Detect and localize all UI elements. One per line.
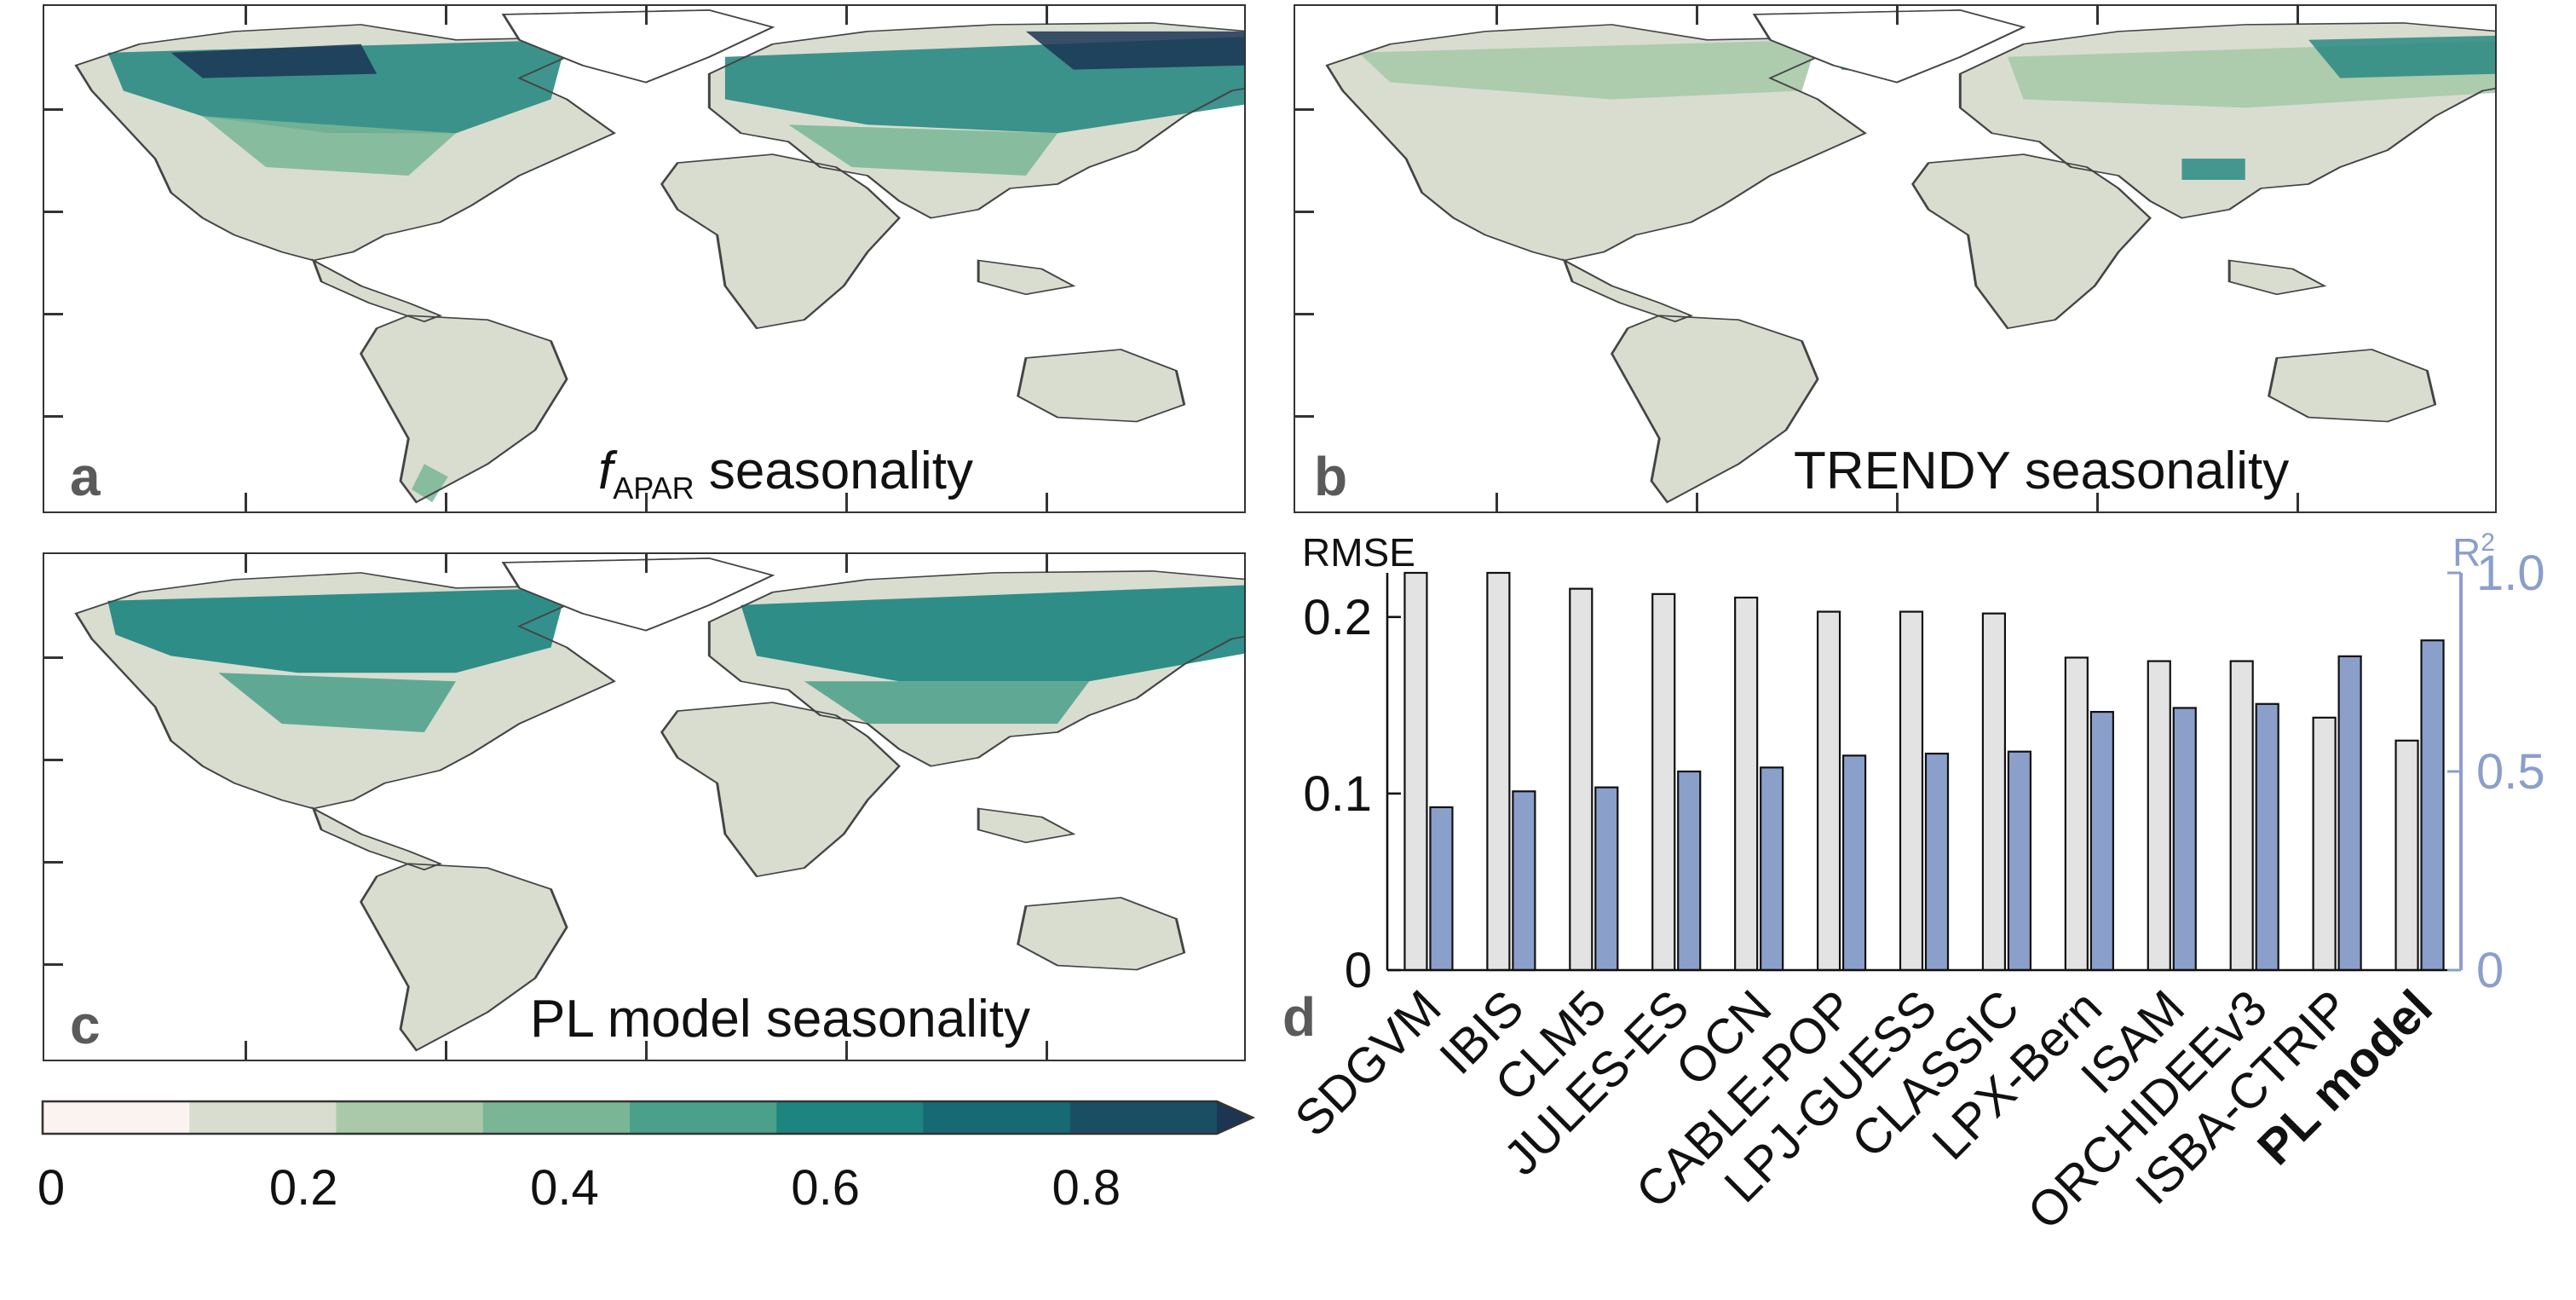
y-axis-title-left: RMSE: [1302, 530, 1415, 575]
y-tick-label-left: 0: [1345, 943, 1372, 998]
colorbar-tick-label: 0: [37, 1160, 66, 1216]
y-tick-label-right: 0.5: [2476, 744, 2545, 800]
map-panel-a: a fAPAR seasonality: [43, 4, 1246, 513]
colorbar-tick-label: 0.2: [268, 1160, 338, 1216]
colorbar-segment: [776, 1101, 924, 1134]
bar-r2: [2089, 710, 2114, 972]
mid-seasonality: [218, 673, 1090, 732]
bar-r2: [1841, 754, 1867, 972]
bar-r2: [2255, 702, 2279, 972]
panel-a-title-f: f: [598, 442, 614, 500]
bar-r2: [2172, 707, 2197, 972]
y-tick-label-left: 0.1: [1303, 766, 1372, 822]
mid-seasonality: [202, 116, 1058, 503]
y-tick-label-right: 1.0: [2476, 546, 2545, 601]
colorbar-outline: [41, 1100, 1256, 1135]
bar-rmse: [2064, 656, 2089, 972]
y-tick-label-right: 0: [2476, 943, 2504, 998]
colorbar-segment: [43, 1101, 190, 1134]
bar-rmse: [1651, 592, 1676, 972]
bar-rmse: [1569, 587, 1593, 972]
y-axis-title-right-sup: 2: [2481, 529, 2495, 557]
bar-rmse: [2312, 716, 2337, 972]
bar-r2: [1924, 752, 1950, 972]
colorbar-segment: [336, 1101, 484, 1134]
high-seasonality-band: [107, 585, 1244, 682]
map-panel-c: c PL model seasonality: [43, 552, 1246, 1061]
bar-rmse: [1816, 610, 1841, 972]
panel-a-title: fAPAR seasonality: [598, 441, 973, 506]
bar-rmse: [2147, 660, 2171, 972]
colorbar-tick-label: 0.6: [791, 1160, 860, 1216]
colorbar-segment: [482, 1101, 631, 1134]
colorbar-tick-label: 0.8: [1052, 1160, 1121, 1216]
panel-letter-d: d: [1282, 986, 1316, 1048]
fapar-seasonality-map: [74, 9, 1244, 504]
panel-c-title: PL model seasonality: [530, 990, 1031, 1049]
panel-letter-a: a: [70, 446, 101, 507]
bar-rmse: [1734, 596, 1759, 972]
trendy-seasonality-map: [1325, 9, 2495, 504]
bar-r2: [2007, 750, 2032, 972]
bar-r2: [2337, 655, 2362, 972]
colorbar-segment: [189, 1101, 337, 1134]
panel-letter-b: b: [1314, 446, 1348, 507]
bar-r2: [1429, 806, 1454, 972]
bar-r2: [1512, 790, 1536, 972]
colorbar-segment: [923, 1101, 1071, 1134]
pl-model-seasonality-map: [74, 557, 1244, 1052]
colorbar-segment: [1069, 1101, 1218, 1134]
y-tick-label-left: 0.2: [1303, 590, 1372, 645]
colorbar-extend-arrow: [1217, 1101, 1253, 1134]
very-high-seasonality: [170, 31, 1244, 78]
panel-a-title-sub: APAR: [613, 471, 694, 506]
bar-r2: [1594, 786, 1619, 972]
bar-r2: [1760, 766, 1784, 972]
bar-r2: [1677, 770, 1702, 972]
panel-letter-c: c: [70, 994, 101, 1055]
colorbar: 0 0.2 0.4 0.6 0.8: [37, 1100, 1291, 1228]
bar-r2: [2420, 639, 2445, 972]
bar-rmse: [2394, 739, 2419, 972]
colorbar-segment: [630, 1101, 777, 1134]
bar-rmse: [1486, 571, 1511, 972]
bar-rmse: [2229, 660, 2254, 972]
colorbar-tick-label: 0.4: [530, 1160, 599, 1216]
panel-b-title: TRENDY seasonality: [1794, 442, 2290, 500]
colorbar-graphic: [41, 1100, 1256, 1135]
panel-a-title-rest: seasonality: [694, 442, 974, 500]
map-panel-b: b TRENDY seasonality: [1294, 4, 2497, 513]
bar-rmse: [1899, 610, 1924, 972]
bar-rmse: [1981, 612, 2007, 972]
bar-rmse: [1403, 571, 1428, 972]
